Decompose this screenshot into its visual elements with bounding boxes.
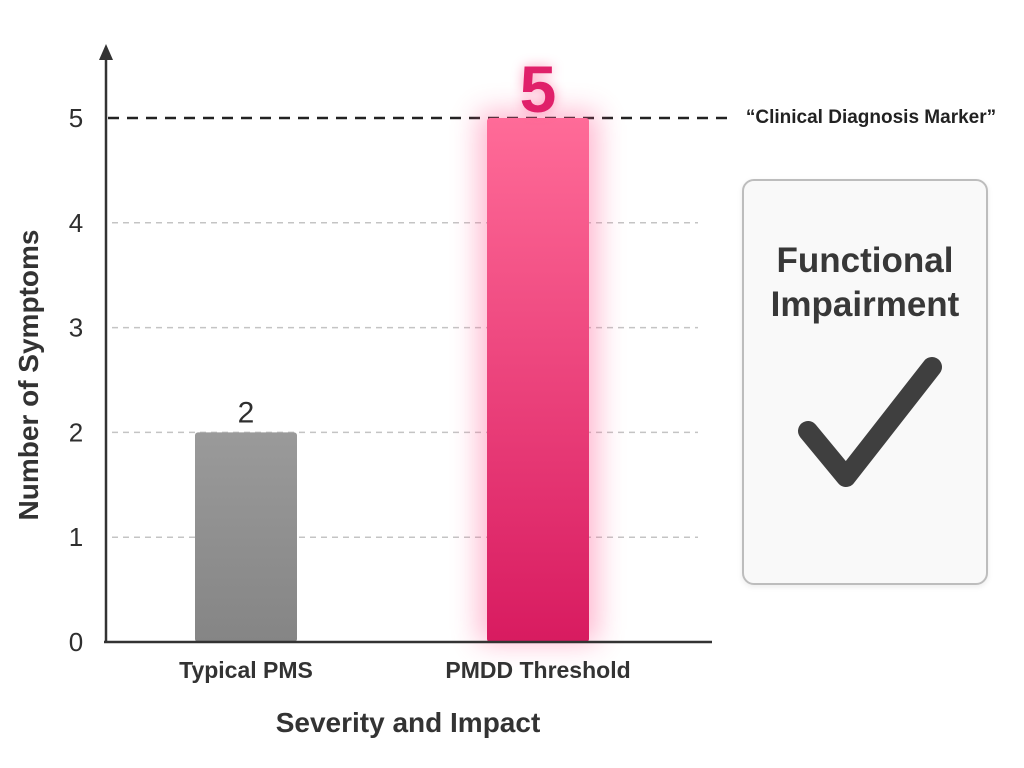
y-tick-label: 1: [69, 522, 83, 552]
x-category-label: Typical PMS: [179, 657, 313, 683]
bar-value-label-glow: 5: [520, 52, 557, 126]
axes: [99, 44, 712, 644]
x-category-label: PMDD Threshold: [445, 657, 630, 683]
y-tick-label: 3: [69, 313, 83, 343]
reference-line-label: “Clinical Diagnosis Marker”: [746, 107, 996, 128]
y-tick-label: 2: [69, 417, 83, 447]
bar: [195, 432, 297, 642]
bar-value-label: 2: [238, 396, 255, 429]
x-axis-title: Severity and Impact: [276, 707, 541, 738]
gridlines: [112, 222, 698, 538]
y-axis-arrow: [99, 44, 113, 60]
y-axis-title: Number of Symptoms: [13, 230, 44, 521]
bar: [487, 118, 589, 642]
y-tick-label: 5: [69, 103, 83, 133]
bar-value-label: 5: [520, 52, 557, 126]
y-tick-label: 4: [69, 208, 83, 238]
y-tick-label: 0: [69, 627, 83, 657]
bars: [195, 112, 597, 642]
functional-impairment-callout: Functional Impairment: [742, 179, 988, 585]
checkmark-icon: [798, 357, 942, 487]
callout-title: Functional Impairment: [770, 241, 960, 324]
labels: 0 1 2 3 4 5 “Clinical Diagnosis Marker” 2 Typica…: [69, 52, 996, 683]
